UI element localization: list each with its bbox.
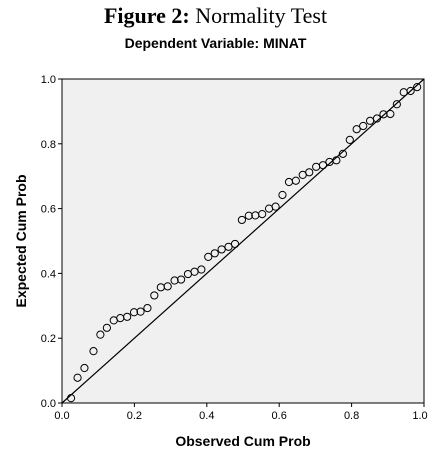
data-point (359, 121, 368, 131)
data-point (143, 303, 152, 313)
data-point (89, 347, 98, 356)
data-point (386, 109, 395, 119)
data-point (176, 275, 186, 284)
x-tick-label: 0.6 (272, 410, 287, 422)
data-point (413, 83, 422, 92)
data-point (102, 323, 111, 332)
data-point (150, 291, 159, 300)
data-point (352, 125, 361, 134)
data-point (204, 252, 213, 261)
data-point (271, 202, 280, 211)
y-axis-label: Expected Cum Prob (13, 174, 29, 307)
data-point (66, 394, 76, 403)
data-point (96, 330, 105, 339)
data-point (136, 307, 145, 316)
x-tick-label: 1.0 (412, 410, 427, 422)
y-tick-label: 0.4 (41, 268, 56, 280)
data-point (73, 373, 82, 382)
data-point (224, 242, 233, 251)
figure-title-text: Normality Test (195, 3, 328, 28)
y-tick-label: 0.6 (41, 204, 56, 216)
y-tick-label: 0.8 (41, 139, 56, 151)
data-point (170, 276, 179, 285)
y-tick-label: 1.0 (41, 74, 56, 86)
figure-title: Figure 2: Normality Test (0, 3, 431, 29)
data-point (217, 245, 226, 254)
y-tick-label: 0.2 (41, 333, 56, 345)
data-point (163, 282, 172, 291)
data-point (197, 265, 206, 274)
data-point (338, 149, 348, 158)
figure-label: Figure 2: (103, 3, 190, 28)
data-point (392, 100, 401, 109)
data-point (129, 308, 139, 317)
chart-title: Dependent Variable: MINAT (124, 35, 307, 51)
x-axis-label: Observed Cum Prob (175, 433, 310, 449)
data-point (291, 176, 300, 185)
data-point (80, 363, 89, 373)
x-tick-label: 0.0 (54, 410, 69, 422)
data-point (305, 168, 314, 177)
data-point (210, 249, 219, 258)
x-tick-label: 0.4 (199, 410, 214, 422)
data-point (332, 156, 341, 165)
data-point (237, 215, 247, 225)
y-tick-label: 0.0 (41, 398, 56, 410)
data-point (258, 210, 267, 219)
data-point (345, 135, 354, 145)
x-tick-label: 0.2 (127, 410, 142, 422)
data-point (123, 312, 132, 321)
data-point (318, 161, 328, 170)
x-tick-label: 0.8 (344, 410, 359, 422)
data-point (278, 190, 287, 200)
data-point (372, 114, 382, 123)
data-point (230, 239, 240, 249)
reference-line (61, 78, 425, 404)
data-point (244, 211, 253, 220)
data-point (406, 86, 415, 96)
